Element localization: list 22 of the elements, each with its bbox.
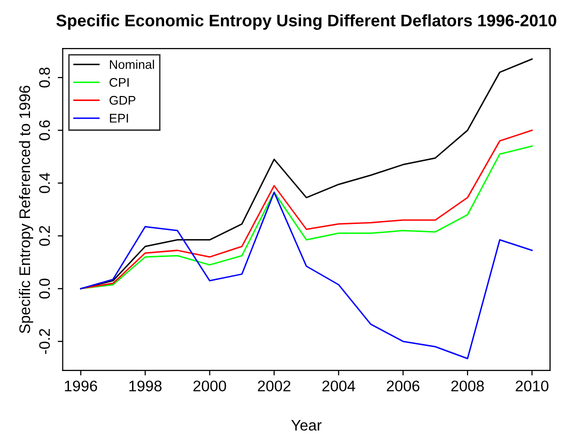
chart-title: Specific Economic Entropy Using Different Deflators 1996-2010 [56, 14, 556, 30]
y-tick-label: 0.6 [39, 120, 50, 140]
x-tick-label: 2000 [193, 380, 226, 392]
y-tick-label: 0.2 [39, 226, 50, 246]
x-tick-label: 2010 [516, 380, 548, 392]
legend-label: EPI [110, 114, 128, 123]
y-tick-label: 0.8 [39, 68, 50, 88]
x-tick-label: 2004 [322, 380, 356, 392]
x-tick-label: 1996 [64, 380, 98, 392]
legend-label: Nominal [110, 60, 154, 69]
y-tick-label: 0.0 [39, 278, 50, 299]
line-series [80, 192, 533, 360]
x-tick-label: 2002 [258, 380, 290, 392]
legend-label: CPI [110, 78, 129, 87]
y-axis-title: Specific Entropy Referenced to 1996 [18, 86, 34, 334]
legend-label: GDP [110, 96, 136, 105]
x-axis-title: Year [291, 420, 322, 431]
x-tick-label: 1998 [129, 380, 162, 392]
y-tick-label: -0.2 [39, 329, 50, 354]
x-tick-label: 2008 [451, 380, 484, 392]
x-tick-label: 2006 [386, 380, 420, 392]
y-tick-label: 0.4 [39, 172, 50, 194]
